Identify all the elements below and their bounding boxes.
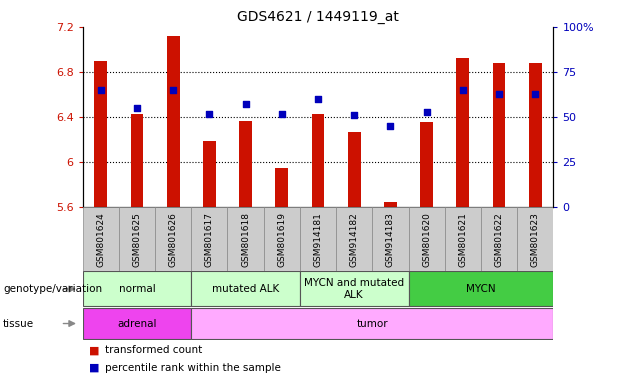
Bar [203, 141, 216, 207]
Bar [457, 58, 469, 207]
Text: GSM801622: GSM801622 [495, 212, 504, 267]
Bar [191, 271, 300, 306]
Bar [191, 308, 553, 339]
Bar [312, 114, 324, 207]
Bar [275, 168, 288, 207]
Text: GSM801625: GSM801625 [132, 212, 141, 267]
Bar [408, 207, 445, 271]
Bar [191, 207, 228, 271]
Bar [517, 207, 553, 271]
Point [385, 123, 396, 129]
Text: GSM801620: GSM801620 [422, 212, 431, 267]
Bar [83, 308, 191, 339]
Bar [481, 207, 517, 271]
Bar [445, 207, 481, 271]
Text: adrenal: adrenal [117, 318, 156, 329]
Point [530, 91, 541, 97]
Bar [119, 207, 155, 271]
Point [204, 111, 214, 117]
Bar [95, 61, 107, 207]
Text: GSM914182: GSM914182 [350, 212, 359, 267]
Text: tissue: tissue [3, 318, 34, 329]
Bar [493, 63, 506, 207]
Text: GSM801626: GSM801626 [169, 212, 177, 267]
Bar [372, 207, 408, 271]
Point [132, 105, 142, 111]
Point [277, 111, 287, 117]
Text: mutated ALK: mutated ALK [212, 284, 279, 294]
Text: GSM801623: GSM801623 [530, 212, 540, 267]
Bar [155, 207, 191, 271]
Bar [348, 132, 361, 207]
Bar [300, 271, 408, 306]
Text: GSM914181: GSM914181 [314, 212, 322, 267]
Text: ■: ■ [89, 362, 100, 373]
Bar [130, 114, 143, 207]
Text: ■: ■ [89, 345, 100, 356]
Bar [336, 207, 372, 271]
Bar [83, 207, 119, 271]
Bar [167, 36, 179, 207]
Text: GSM801619: GSM801619 [277, 212, 286, 267]
Text: MYCN and mutated
ALK: MYCN and mutated ALK [304, 278, 404, 300]
Text: GSM801624: GSM801624 [96, 212, 106, 267]
Bar [384, 202, 397, 207]
Point [168, 87, 178, 93]
Point [95, 87, 106, 93]
Text: normal: normal [118, 284, 155, 294]
Bar [529, 63, 542, 207]
Bar [83, 271, 191, 306]
Bar [239, 121, 252, 207]
Point [349, 112, 359, 118]
Point [240, 101, 251, 108]
Point [494, 91, 504, 97]
Point [458, 87, 468, 93]
Text: percentile rank within the sample: percentile rank within the sample [105, 362, 281, 373]
Text: GSM914183: GSM914183 [386, 212, 395, 267]
Bar [264, 207, 300, 271]
Text: GSM801618: GSM801618 [241, 212, 250, 267]
Text: tumor: tumor [357, 318, 388, 329]
Text: transformed count: transformed count [105, 345, 202, 356]
Bar [420, 122, 433, 207]
Point [313, 96, 323, 102]
Point [422, 109, 432, 115]
Text: genotype/variation: genotype/variation [3, 284, 102, 294]
Text: MYCN: MYCN [466, 284, 495, 294]
Bar [228, 207, 264, 271]
Text: GDS4621 / 1449119_at: GDS4621 / 1449119_at [237, 10, 399, 23]
Text: GSM801621: GSM801621 [459, 212, 467, 267]
Text: GSM801617: GSM801617 [205, 212, 214, 267]
Bar [408, 271, 553, 306]
Bar [300, 207, 336, 271]
